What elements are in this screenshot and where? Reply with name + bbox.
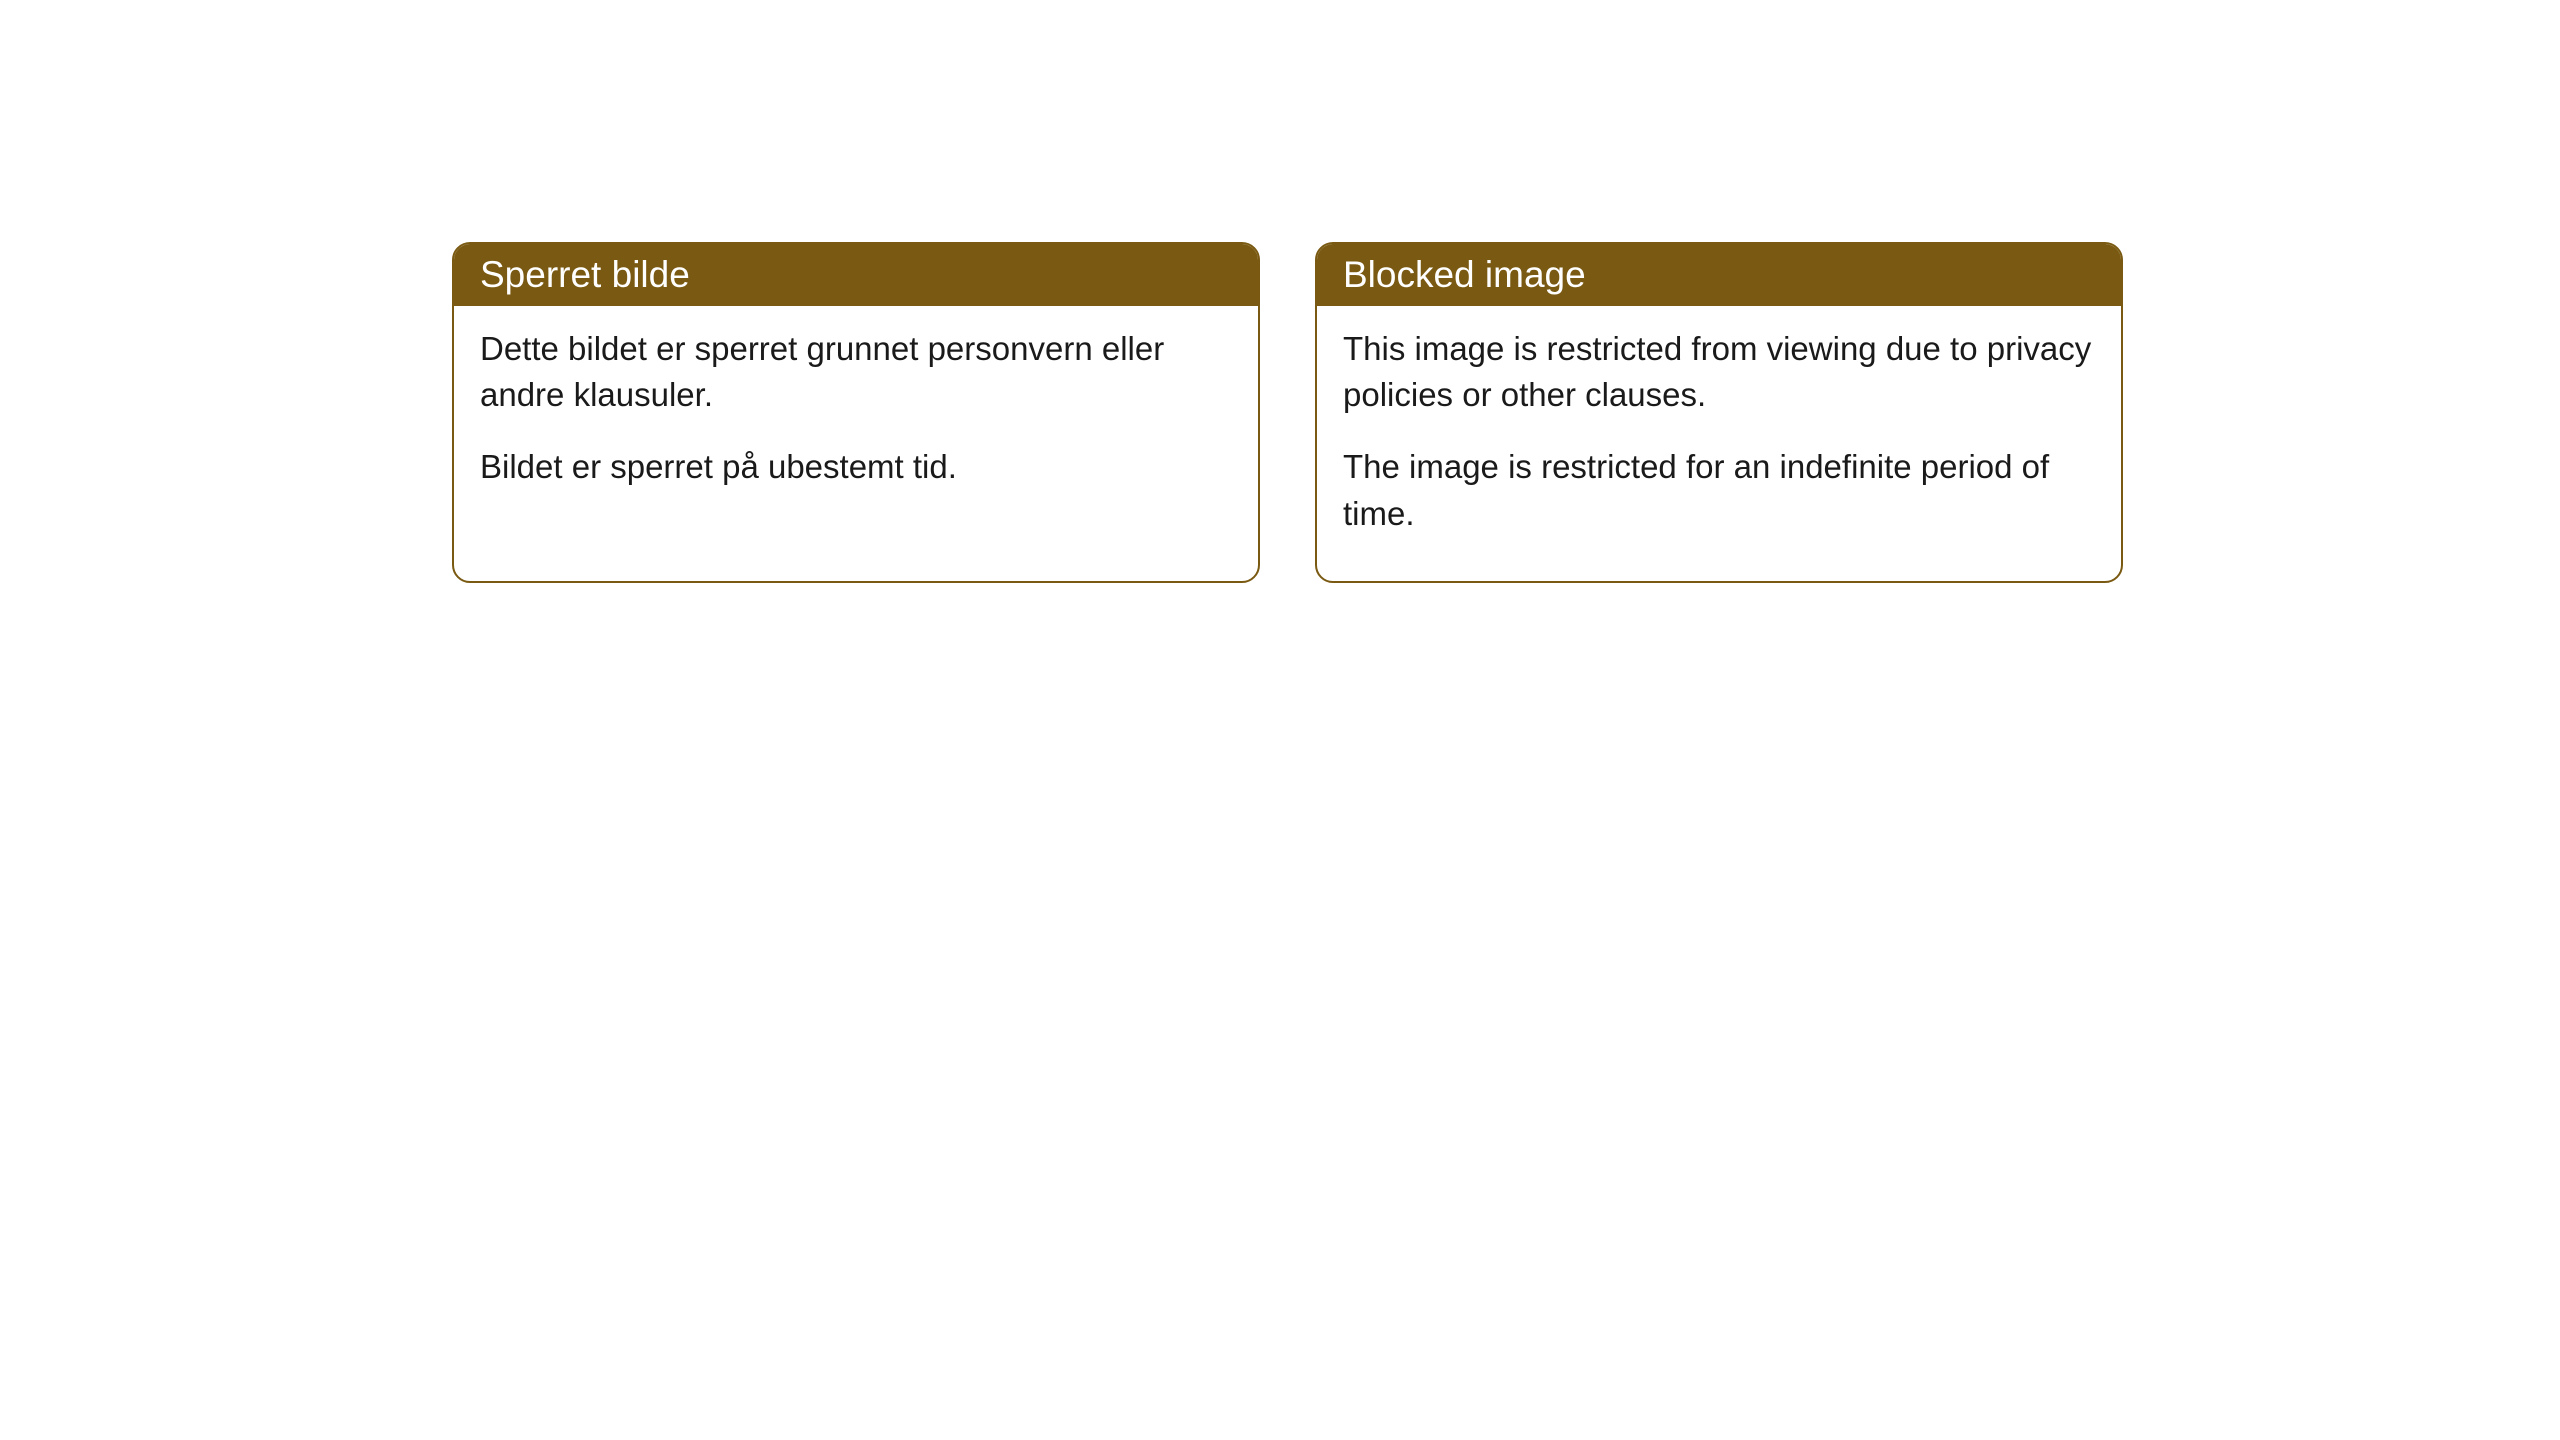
card-header-norwegian: Sperret bilde	[454, 244, 1258, 306]
card-paragraph: This image is restricted from viewing du…	[1343, 326, 2095, 418]
card-norwegian: Sperret bilde Dette bildet er sperret gr…	[452, 242, 1260, 583]
card-paragraph: The image is restricted for an indefinit…	[1343, 444, 2095, 536]
card-body-english: This image is restricted from viewing du…	[1317, 306, 2121, 581]
card-body-norwegian: Dette bildet er sperret grunnet personve…	[454, 306, 1258, 535]
card-header-english: Blocked image	[1317, 244, 2121, 306]
card-english: Blocked image This image is restricted f…	[1315, 242, 2123, 583]
card-paragraph: Dette bildet er sperret grunnet personve…	[480, 326, 1232, 418]
card-title: Blocked image	[1343, 254, 1586, 295]
card-paragraph: Bildet er sperret på ubestemt tid.	[480, 444, 1232, 490]
cards-container: Sperret bilde Dette bildet er sperret gr…	[452, 242, 2123, 583]
card-title: Sperret bilde	[480, 254, 690, 295]
